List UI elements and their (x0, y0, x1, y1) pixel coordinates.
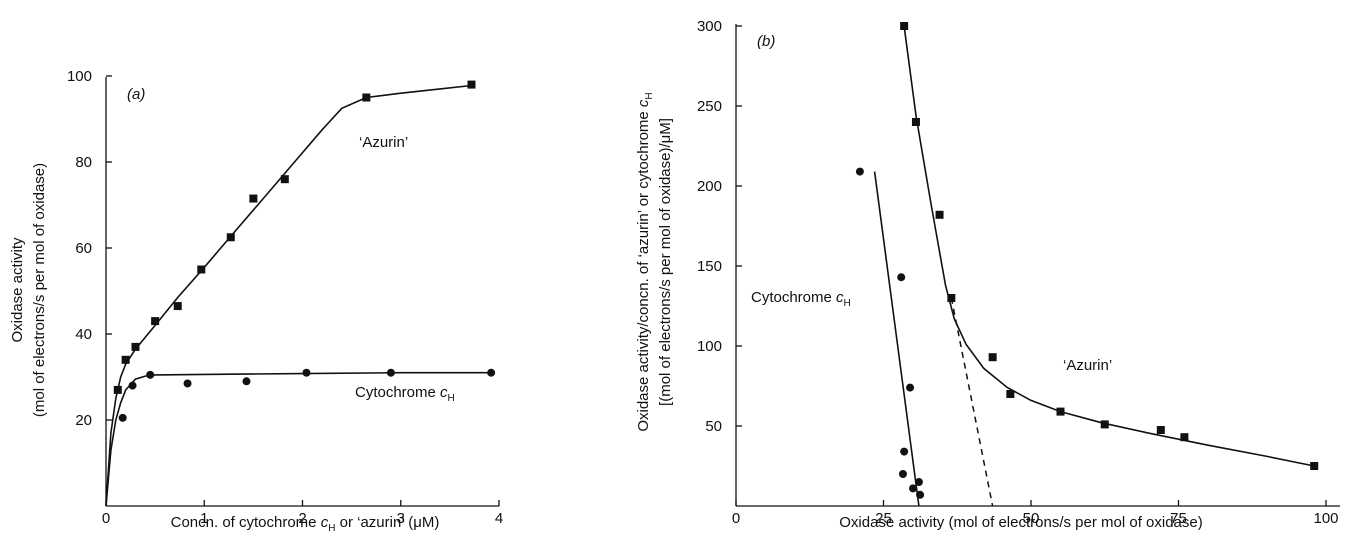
panel-a-ticks: 0 1 2 3 4 20 40 60 80 100 (67, 68, 503, 527)
panel-b-cytochrome-ch-point (855, 167, 864, 176)
panel-b-cytochrome-ch-point (900, 447, 909, 456)
panel-a-x-tick-label: 2 (298, 510, 306, 527)
panel-a-plot (105, 80, 496, 507)
panel-a-y-tick-label: 40 (75, 326, 92, 343)
panel-b-azurin-point (1156, 426, 1165, 434)
panel-b-x-tick-label: 25 (875, 510, 892, 527)
panel-b-cytochrome-ch-point (898, 470, 907, 478)
panel-b-label-azurin: ‘Azurin’ (1063, 357, 1112, 374)
panel-b-ticks: 0 25 50 75 100 50 100 150 200 250 300 (697, 18, 1339, 527)
panel-a-cytochrome-ch-point (487, 368, 496, 377)
panel-b-cytochrome-ch-point (914, 478, 923, 486)
panel-a-azurin-point (249, 194, 258, 203)
panel-b-azurin-point (935, 210, 944, 219)
panel-b-azurin-point (1006, 390, 1015, 398)
panel-b-cytochrome-ch-point (897, 273, 906, 282)
panel-b-y-tick-label: 300 (697, 18, 722, 35)
panel-a-cytochrome-ch-point (386, 368, 395, 377)
panel-b-azurin-point (900, 22, 909, 30)
panel-b-azurin-point (1056, 407, 1065, 416)
panel-b-azurin-point (1180, 433, 1189, 442)
panel-a-x-tick-label: 1 (200, 510, 208, 527)
panel-a-x-tick-label: 4 (495, 510, 503, 527)
panel-a-cytochrome-ch-point (183, 379, 192, 388)
panel-a-azurin-point (121, 355, 130, 364)
panel-b-y-tick-label: 150 (697, 258, 722, 275)
panel-a-cytochrome-ch-point (242, 377, 251, 386)
panel-b-x-tick-label: 0 (732, 510, 740, 527)
panel-b-xlabel: Oxidase activity (mol of electrons/s per… (839, 514, 1202, 531)
panel-a-azurin-point (226, 233, 235, 242)
panel-b: 0 25 50 75 100 50 100 150 200 250 300 (b) Oxidase … (635, 18, 1340, 531)
panel-a-x-tick-label: 0 (102, 510, 110, 527)
panel-a-azurin-point (173, 302, 182, 311)
panel-a-ylabel-line2: (mol of electrons/s per mol of oxidase) (31, 163, 48, 417)
panel-a-azurin-point (151, 317, 160, 326)
panel-a: 0 1 2 3 4 20 40 60 80 100 (a) Oxidase activity (m… (9, 68, 503, 534)
panel-b-plot (855, 22, 1319, 507)
panel-b-azurin-point (1310, 462, 1319, 470)
panel-a-azurin-point (280, 175, 289, 184)
panel-a-azurin-point (197, 265, 206, 274)
panel-b-extrapolation-line (950, 297, 994, 507)
panel-b-azurin-point (947, 294, 956, 302)
panel-a-azurin-point (113, 385, 122, 394)
panel-b-ylabel-line2: [(mol of electrons/s per mol of oxidase)… (657, 118, 674, 406)
panel-a-y-tick-label: 100 (67, 68, 92, 85)
panel-a-cytochrome-ch-point (128, 381, 137, 390)
panel-a-azurin-point (362, 93, 371, 102)
panel-a-xlabel: Concn. of cytochrome cH or ‘azurin’ (μM) (171, 514, 440, 534)
panel-b-x-tick-label: 100 (1313, 510, 1338, 527)
panel-a-cytochrome-ch-point (302, 368, 311, 377)
panel-b-cytochrome-ch-line (873, 171, 920, 507)
panel-b-cytochrome-ch-point (916, 490, 925, 499)
panel-a-azurin-point (467, 80, 476, 89)
panel-b-cytochrome-ch-point (909, 484, 917, 493)
panel-a-label-azurin: ‘Azurin’ (359, 134, 408, 151)
panel-a-ylabel-line1: Oxidase activity (9, 237, 26, 343)
panel-a-cytochrome-ch-point (118, 413, 127, 422)
panel-b-y-tick-label: 200 (697, 178, 722, 195)
panel-a-y-tick-label: 80 (75, 154, 92, 171)
panel-b-azurin-point (1100, 420, 1109, 429)
panel-b-cytochrome-ch-point (906, 383, 915, 392)
panel-b-y-tick-label: 50 (705, 418, 722, 435)
panel-b-ylabel-line1: Oxidase activity/concn. of ‘azurin’ or c… (635, 92, 655, 431)
panel-a-tag: (a) (127, 86, 145, 103)
panel-a-azurin-line (105, 84, 472, 507)
panel-b-x-tick-label: 75 (1170, 510, 1187, 527)
panel-b-azurin-point (911, 118, 920, 126)
panel-b-y-tick-label: 100 (697, 338, 722, 355)
panel-a-x-tick-label: 3 (397, 510, 405, 527)
panel-a-y-tick-label: 20 (75, 412, 92, 429)
panel-a-cytochrome-ch-point (146, 370, 155, 379)
panel-b-azurin-point (988, 353, 997, 362)
panel-b-y-tick-label: 250 (697, 98, 722, 115)
panel-a-azurin-point (131, 342, 140, 351)
panel-a-cytochrome-ch-line (105, 371, 492, 507)
panel-b-tag: (b) (757, 33, 775, 50)
panel-b-x-tick-label: 50 (1023, 510, 1040, 527)
panel-a-y-tick-label: 60 (75, 240, 92, 257)
panel-a-label-cytochrome: Cytochrome cH (355, 384, 455, 404)
panel-b-label-cytochrome: Cytochrome cH (751, 289, 851, 309)
panel-b-azurin-line (903, 25, 1315, 467)
